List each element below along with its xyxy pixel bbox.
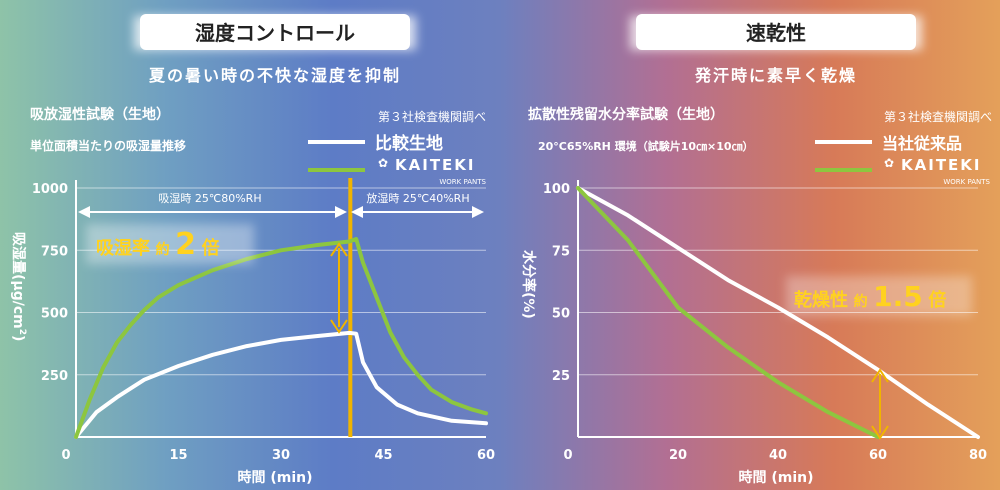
right-legend-logo-icon: ✿	[884, 156, 894, 170]
x-tick-label: 15	[169, 448, 187, 463]
right-y-ticks: 25 50 75 100	[543, 182, 570, 384]
left-legend-brand-sub: WORK PANTS	[439, 178, 486, 186]
y-tick-label: 500	[41, 307, 68, 322]
left-y-ticks: 250 500 750 1000	[32, 182, 68, 384]
release-phase-label: 放湿時 25℃40%RH	[366, 191, 469, 205]
left-ylabel-close: )	[10, 335, 26, 341]
right-series	[576, 186, 980, 439]
x-tick-label: 60	[869, 448, 887, 463]
right-gap-arrow-bottom	[871, 425, 889, 440]
x-tick-label: 45	[374, 448, 392, 463]
left-header-box	[140, 14, 410, 50]
right-header: 速乾性	[746, 21, 806, 45]
right-chart: 25 50 75 100 0 20 40 60 80	[543, 180, 987, 463]
release-arrow-right-head	[472, 206, 484, 218]
left-callout-approx: 約	[156, 241, 170, 258]
series-line	[74, 237, 488, 439]
left-chart: 250 500 750 1000 0 15 30 45 60	[32, 178, 495, 463]
y-tick-label: 50	[552, 307, 570, 322]
right-callout-prefix: 乾燥性	[794, 289, 848, 311]
right-subtitle: 発汗時に素早く乾燥	[694, 66, 857, 85]
right-legend-brand: KAITEKI	[901, 156, 982, 174]
right-gap-arrow-top	[871, 368, 889, 383]
right-legend-compare: 当社従来品	[882, 134, 962, 153]
right-callout-value: 1.5	[873, 280, 923, 313]
left-callout: 吸湿率 約 2 倍	[96, 227, 220, 262]
right-x-ticks: 0 20 40 60 80	[563, 448, 987, 463]
right-xlabel: 時間 (min)	[738, 469, 813, 486]
right-ylabel: 水分率(%)	[520, 250, 537, 319]
series-line	[576, 186, 980, 439]
x-tick-label: 40	[769, 448, 787, 463]
left-panel: 湿度コントロール 夏の暑い時の不快な湿度を抑制 吸放湿性試験（生地） 単位面積当…	[10, 14, 495, 486]
left-x-ticks: 0 15 30 45 60	[61, 448, 495, 463]
y-tick-label: 100	[543, 182, 570, 197]
series-line	[576, 186, 880, 439]
left-callout-unit: 倍	[202, 237, 220, 259]
left-callout-value: 2	[175, 227, 196, 262]
x-tick-label: 20	[669, 448, 687, 463]
left-ylabel-main: 吸湿量(μg/cm	[10, 232, 26, 329]
right-callout: 乾燥性 約 1.5 倍	[794, 280, 946, 313]
left-gap-arrow-bottom	[330, 319, 348, 334]
left-ylabel: 吸湿量(μg/cm2)	[10, 232, 27, 341]
left-legend-brand: KAITEKI	[395, 156, 476, 174]
right-legend-brand-sub: WORK PANTS	[943, 178, 990, 186]
left-ylabel-sup: 2	[17, 329, 27, 335]
right-header-box	[636, 14, 916, 50]
left-test-sub: 単位面積当たりの吸湿量推移	[30, 138, 186, 153]
y-tick-label: 1000	[32, 182, 68, 197]
y-tick-label: 250	[41, 369, 68, 384]
series-line	[74, 330, 488, 439]
right-test-title: 拡散性残留水分率試験（生地）	[528, 106, 724, 123]
absorb-arrow-right-head	[335, 206, 347, 218]
left-xlabel: 時間 (min)	[237, 469, 312, 486]
release-arrow-left-head	[351, 206, 363, 218]
right-callout-unit: 倍	[928, 289, 946, 311]
left-gap-arrow-top	[330, 242, 348, 257]
right-callout-glow	[786, 276, 972, 316]
x-tick-label: 80	[969, 448, 987, 463]
right-callout-approx: 約	[854, 293, 868, 310]
y-tick-label: 75	[552, 244, 570, 259]
left-header: 湿度コントロール	[195, 21, 355, 45]
x-tick-label: 0	[61, 448, 70, 463]
right-source: 第３社検査機関調べ	[884, 109, 992, 124]
x-tick-label: 0	[563, 448, 572, 463]
left-legend-compare: 比較生地	[375, 133, 443, 154]
left-callout-glow	[86, 224, 254, 264]
x-tick-label: 60	[477, 448, 495, 463]
right-test-sub: 20°C65%RH 環境（試験片10㎝×10㎝）	[538, 139, 754, 153]
absorb-phase-label: 吸湿時 25℃80%RH	[158, 192, 261, 205]
x-tick-label: 30	[272, 448, 290, 463]
left-test-title: 吸放湿性試験（生地）	[30, 106, 170, 123]
left-callout-prefix: 吸湿率	[96, 237, 150, 259]
right-panel: 速乾性 発汗時に素早く乾燥 拡散性残留水分率試験（生地） 20°C65%RH 環…	[520, 14, 992, 486]
left-legend-logo-icon: ✿	[378, 156, 388, 170]
left-series	[74, 178, 488, 439]
right-grid	[577, 180, 978, 438]
left-source: 第３社検査機関調べ	[378, 109, 486, 124]
y-tick-label: 25	[552, 369, 570, 384]
left-subtitle: 夏の暑い時の不快な湿度を抑制	[148, 66, 401, 85]
absorb-arrow-left-head	[78, 206, 90, 218]
y-tick-label: 750	[41, 244, 68, 259]
